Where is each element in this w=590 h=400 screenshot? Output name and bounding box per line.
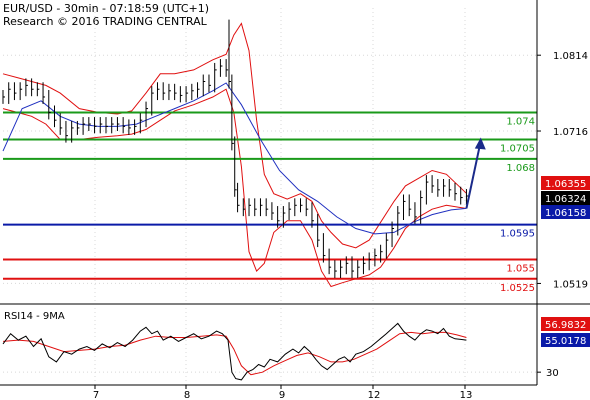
rsi-line [2,322,467,381]
rsi-title: RSI14 - 9MA [4,311,65,322]
copyright-note: Research © 2016 TRADING CENTRAL [3,15,207,28]
price-box-label: 1.06324 [545,194,586,205]
x-tick-label: 13 [460,390,473,400]
rsi-box-ma [541,317,590,331]
level-label: 1.068 [506,163,535,174]
level-label: 1.0525 [500,283,535,294]
y-tick-label: 1.0519 [553,279,588,290]
rsi-box-rsi [541,333,590,347]
moving-average-line [2,82,467,235]
x-tick-label: 8 [184,390,190,400]
price-box-upper_band [541,176,590,190]
x-tick-label: 9 [279,390,285,400]
chart-title: EUR/USD - 30min - 07:18:59 (UTC+1) [3,2,210,15]
price-box-current [541,191,590,205]
price-box-label: 1.06355 [545,179,586,190]
bollinger-upper-line [2,22,467,249]
bollinger-lower-line [2,88,467,288]
level-label: 1.0595 [500,229,535,240]
x-tick-label: 12 [368,390,381,400]
rsi-box-label: 55.0178 [545,336,586,347]
x-tick-label: 7 [93,390,99,400]
level-label: 1.074 [506,116,535,127]
level-label: 1.0705 [500,144,535,155]
projection-arrow [465,145,481,209]
y-tick-label: 1.0716 [553,127,588,138]
price-box-label: 1.06158 [545,208,586,219]
rsi-box-label: 56.9832 [545,320,586,331]
rsi-tick-label: 30 [546,368,559,379]
level-label: 1.055 [506,263,535,274]
price-box-lower_band [541,205,590,219]
y-tick-label: 1.0814 [553,51,588,62]
projection-arrowhead [474,137,486,150]
